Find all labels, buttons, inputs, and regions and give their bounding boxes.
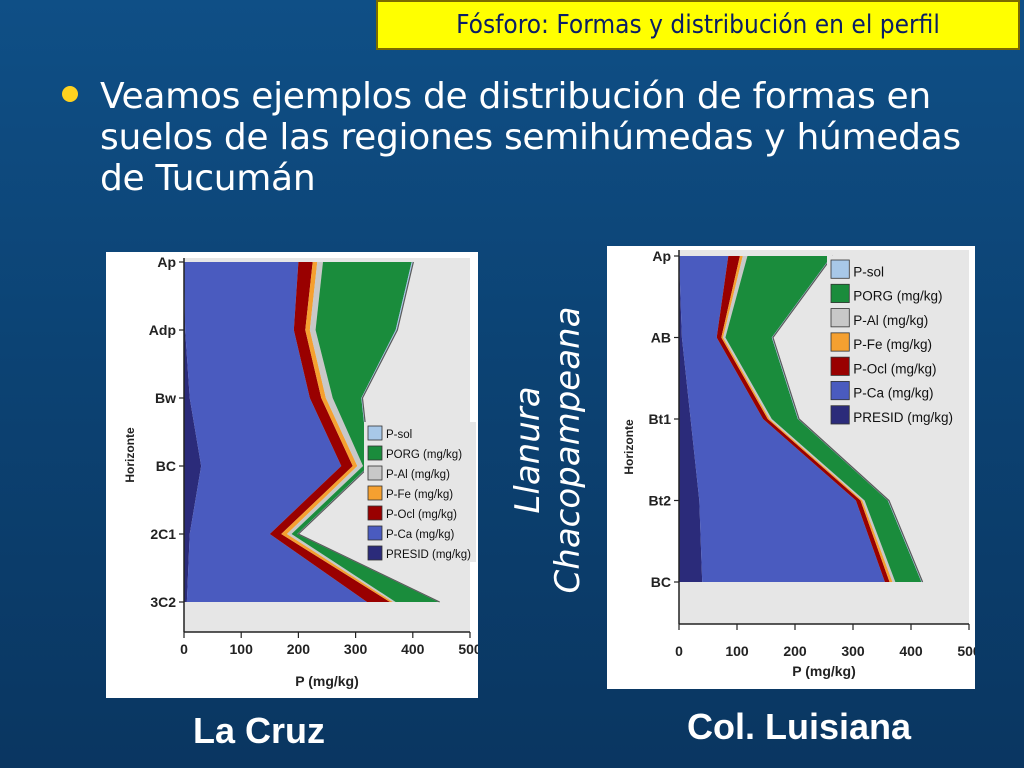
y-tick-label: Ap (652, 248, 671, 264)
area-p-al (286, 262, 396, 602)
x-tick-label: 300 (344, 641, 368, 657)
x-tick-label: 200 (783, 643, 807, 659)
x-tick-label: 100 (725, 643, 749, 659)
chart-la-cruz-svg: Ap Adp Bw BC 2C1 3C2 0 100 200 300 400 500 P (mg/kg)… (123, 254, 478, 689)
legend-swatch-p-fe (367, 485, 383, 501)
legend-swatch-p-sol (367, 425, 383, 441)
region-label-line2: Chacopampeana (548, 307, 585, 594)
x-tick-label: 400 (899, 643, 923, 659)
y-tick-label: Ap (157, 254, 176, 270)
area-presid (679, 256, 703, 582)
x-tick-label: 0 (180, 641, 188, 657)
bullet-text: Veamos ejemplos de distribución de forma… (100, 76, 961, 199)
y-tick-label: Bw (155, 390, 176, 406)
legend-label-p-ca: P-Ca (mg/kg) (386, 529, 455, 541)
legend-swatch-p-sol (830, 259, 850, 279)
legend-label-porg: PORG (mg/kg) (386, 449, 462, 461)
slide-title-box: Fósforo: Formas y distribución en el per… (376, 0, 1020, 50)
caption-col-luisiana: Col. Luisiana (687, 706, 912, 747)
x-tick-label: 0 (675, 643, 683, 659)
x-tick-label: 300 (841, 643, 865, 659)
x-tick-label: 500 (458, 641, 478, 657)
legend-label-p-ocl: P-Ocl (mg/kg) (386, 509, 457, 521)
legend-label-p-ca: P-Ca (mg/kg) (853, 386, 933, 401)
y-tick-label: BC (651, 574, 671, 590)
legend-label-presid: PRESID (mg/kg) (853, 410, 953, 425)
y-tick-label: AB (651, 330, 671, 346)
legend-swatch-porg (367, 445, 383, 461)
legend-swatch-presid (830, 405, 850, 425)
legend-label-presid: PRESID (mg/kg) (386, 549, 471, 561)
area-p-ocl (269, 262, 390, 602)
legend-swatch-porg (830, 283, 850, 303)
y-tick-label: 2C1 (150, 526, 176, 542)
caption-la-cruz: La Cruz (193, 710, 326, 751)
x-tick-label: 500 (957, 643, 975, 659)
x-axis-label: P (mg/kg) (295, 673, 359, 689)
y-tick-label: 3C2 (150, 594, 176, 610)
legend-swatch-p-ca (367, 525, 383, 541)
chart-col-luisiana-svg: Ap AB Bt1 Bt2 BC 0 100 200 300 400 500 P (mg/kg) Hor… (622, 248, 975, 679)
legend-label-p-sol: P-sol (853, 264, 884, 279)
x-tick-label: 400 (401, 641, 425, 657)
area-porg (725, 256, 922, 582)
legend-background (364, 422, 476, 562)
legend-label-porg: PORG (mg/kg) (853, 289, 942, 304)
y-tick-label: BC (156, 458, 176, 474)
legend: P-sol PORG (mg/kg) P-Al (mg/kg) P-Fe (mg/kg… (827, 256, 969, 426)
area-p-ca (184, 262, 368, 602)
legend-label-p-fe: P-Fe (mg/kg) (853, 337, 932, 352)
legend-swatch-p-ca (830, 381, 850, 401)
legend-swatch-p-al (367, 465, 383, 481)
area-porg (291, 262, 439, 602)
legend-label-p-ocl: P-Ocl (mg/kg) (853, 361, 936, 376)
bullet-dot-icon (62, 86, 78, 102)
x-tick-label: 100 (230, 641, 254, 657)
legend-swatch-p-fe (830, 332, 850, 352)
area-presid (184, 262, 202, 602)
bullet-item: Veamos ejemplos de distribución de forma… (62, 76, 962, 199)
legend-label-p-al: P-Al (mg/kg) (853, 313, 928, 328)
slide-title: Fósforo: Formas y distribución en el per… (456, 10, 940, 40)
x-tick-label: 200 (287, 641, 311, 657)
y-axis-label: Horizonte (123, 427, 137, 483)
y-tick-label: Bt1 (648, 411, 671, 427)
legend-swatch-p-al (830, 308, 850, 328)
chart-col-luisiana: Ap AB Bt1 Bt2 BC 0 100 200 300 400 500 P (mg/kg) Hor… (607, 246, 975, 689)
chart-la-cruz: Ap Adp Bw BC 2C1 3C2 0 100 200 300 400 500 P (mg/kg)… (106, 252, 478, 698)
legend-swatch-p-ocl (830, 356, 850, 376)
area-p-ca (679, 256, 885, 582)
y-tick-label: Bt2 (648, 493, 671, 509)
legend-swatch-p-ocl (367, 505, 383, 521)
y-tick-label: Adp (149, 322, 176, 338)
legend-label-p-al: P-Al (mg/kg) (386, 469, 450, 481)
y-axis-label: Horizonte (622, 419, 636, 475)
profile-outline (772, 255, 924, 583)
region-label-line1: Llanura (508, 386, 548, 513)
legend-swatch-presid (367, 545, 383, 561)
legend-label-p-sol: P-sol (386, 429, 412, 441)
legend-background (827, 256, 969, 426)
legend: P-sol PORG (mg/kg) P-Al (mg/kg) P-Fe (mg/kg… (364, 422, 476, 562)
region-label: Llanura Chacopampeana (508, 307, 585, 594)
legend-label-p-fe: P-Fe (mg/kg) (386, 489, 453, 501)
x-axis-label: P (mg/kg) (792, 663, 856, 679)
